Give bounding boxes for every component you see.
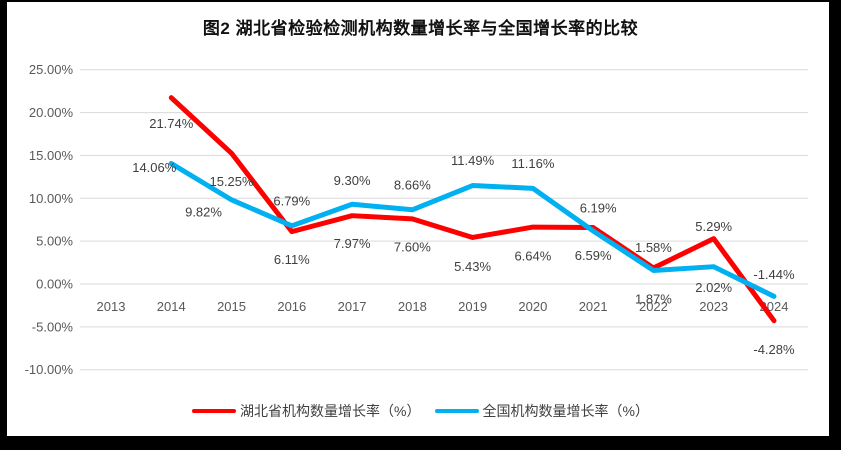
x-axis-tick-label: 2013 (97, 299, 126, 314)
data-label: -1.44% (753, 267, 795, 282)
data-label: 6.11% (274, 252, 310, 267)
data-label: 2.02% (695, 280, 732, 295)
data-label: 6.19% (580, 200, 617, 215)
chart-title: 图2 湖北省检验检测机构数量增长率与全国增长率的比较 (202, 19, 639, 38)
data-label: 8.66% (394, 177, 431, 192)
data-label: 9.82% (185, 204, 222, 219)
legend-line-swatch (192, 409, 237, 413)
x-axis-tick-label: 2019 (458, 299, 487, 314)
legend-label: 全国机构数量增长率（%） (482, 403, 649, 419)
legend-item: 全国机构数量增长率（%） (434, 401, 649, 421)
chart-legend: 湖北省机构数量增长率（%） 全国机构数量增长率（%） (0, 401, 841, 421)
y-axis-tick-label: 20.00% (29, 105, 74, 120)
data-label: 14.06% (132, 160, 177, 175)
data-label: 6.64% (514, 249, 551, 264)
x-axis-tick-label: 2014 (157, 299, 186, 314)
series-line (168, 95, 777, 324)
x-axis-tick-label: 2015 (217, 299, 246, 314)
y-axis-tick-label: -5.00% (32, 319, 74, 334)
x-axis-tick-label: 2023 (699, 299, 728, 314)
data-label: 15.25% (209, 174, 254, 189)
legend-label: 湖北省机构数量增长率（%） (240, 403, 421, 419)
series-line (168, 160, 777, 299)
x-axis-tick-label: 2018 (398, 299, 427, 314)
x-axis-tick-label: 2017 (338, 299, 367, 314)
data-label: 6.59% (575, 248, 612, 263)
data-label: 7.97% (334, 236, 371, 251)
legend-line-swatch (434, 409, 479, 413)
data-label: 6.79% (273, 193, 310, 208)
y-axis-tick-label: 10.00% (29, 191, 74, 206)
data-label: 5.29% (695, 219, 732, 234)
data-label: 1.87% (635, 291, 672, 306)
x-axis-tick-label: 2022 (639, 299, 668, 314)
data-label: 11.49% (451, 153, 495, 168)
x-axis-tick-label: 2020 (518, 299, 547, 314)
y-axis-tick-label: 5.00% (36, 234, 73, 249)
legend-item: 湖北省机构数量增长率（%） (192, 401, 421, 421)
y-axis-tick-label: 15.00% (29, 148, 74, 163)
y-axis-tick-label: 0.00% (36, 277, 73, 292)
y-axis-tick-label: 25.00% (29, 62, 74, 77)
data-label: 21.74% (149, 116, 194, 131)
data-label: 5.43% (454, 259, 491, 274)
data-label: 11.16% (511, 156, 555, 171)
data-label: 9.30% (334, 173, 371, 188)
data-label: -4.28% (753, 342, 795, 357)
x-axis-tick-label: 2016 (277, 299, 306, 314)
data-label: 1.58% (635, 240, 672, 255)
data-label: 7.60% (394, 239, 431, 254)
x-axis-tick-label: 2021 (579, 299, 608, 314)
y-axis-tick-label: -10.00% (25, 362, 74, 377)
